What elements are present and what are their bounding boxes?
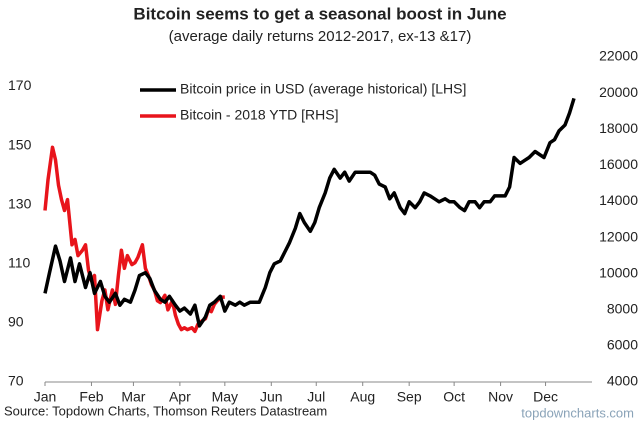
chart-title: Bitcoin seems to get a seasonal boost in… (133, 4, 506, 23)
y-tick-label: 110 (8, 255, 31, 271)
x-tick-label: Jul (307, 389, 325, 405)
data-line (43, 97, 576, 328)
y2-tick-label: 4000 (607, 373, 638, 389)
y-tick-label: 150 (8, 136, 32, 152)
y2-tick-label: 8000 (607, 300, 638, 316)
x-tick-label: Oct (443, 389, 465, 405)
x-tick-label: Nov (488, 389, 513, 405)
legend-label: Bitcoin price in USD (average historical… (180, 81, 466, 97)
y2-tick-label: 12000 (599, 228, 638, 244)
x-tick-label: Feb (79, 389, 103, 405)
y-tick-label: 90 (8, 314, 24, 330)
y-tick-label: 170 (8, 77, 32, 93)
chart-subtitle: (average daily returns 2012-2017, ex-13 … (169, 28, 472, 45)
y-tick-label: 130 (8, 195, 32, 211)
source-note: Source: Topdown Charts, Thomson Reuters … (4, 403, 327, 418)
y2-tick-label: 16000 (599, 156, 638, 172)
x-tick-label: Sep (397, 389, 422, 405)
x-tick-label: May (212, 389, 238, 405)
y2-tick-label: 18000 (599, 120, 638, 136)
watermark: topdowncharts.com (521, 405, 634, 420)
legend-label: Bitcoin - 2018 YTD [RHS] (180, 107, 338, 123)
data-line (43, 145, 225, 334)
y2-tick-label: 6000 (607, 337, 638, 353)
x-tick-label: Dec (533, 389, 558, 405)
y2-tick-label: 14000 (599, 192, 638, 208)
x-tick-label: Jan (34, 389, 57, 405)
x-tick-label: Apr (169, 389, 191, 405)
y2-tick-label: 20000 (599, 84, 638, 100)
x-tick-label: Jun (260, 389, 283, 405)
x-tick-label: Aug (350, 389, 375, 405)
y-tick-label: 70 (8, 373, 24, 389)
x-tick-label: Mar (121, 389, 145, 405)
y2-tick-label: 22000 (599, 48, 638, 64)
y2-tick-label: 10000 (599, 264, 638, 280)
